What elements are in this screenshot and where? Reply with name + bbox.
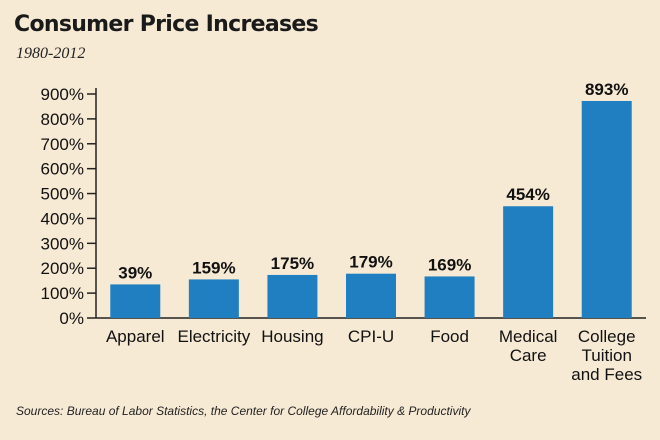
bar [110,284,161,318]
bar [503,206,554,318]
bar [267,274,318,318]
data-label: 39% [118,263,152,282]
y-tick-label: 900% [41,85,84,104]
chart-title: Consumer Price Increases [14,12,319,37]
y-tick-label: 600% [41,160,84,179]
data-label: 179% [349,253,392,272]
data-label: 893% [585,80,628,99]
x-tick-label: Electricity [177,327,250,346]
x-tick-label: CPI-U [348,327,394,346]
x-tick-label: Food [430,327,469,346]
data-label: 169% [428,255,471,274]
y-tick-label: 0% [59,309,84,328]
y-tick-label: 100% [41,284,84,303]
bar [424,276,475,318]
y-tick-label: 800% [41,110,84,129]
y-tick-label: 300% [41,234,84,253]
x-tick-label: Apparel [106,327,165,346]
bar [346,273,396,318]
bar [581,100,632,318]
y-tick-label: 200% [41,259,84,278]
x-tick-label: Housing [261,327,323,346]
x-tick-label: College Tuition and Fees [571,327,642,384]
y-tick-label: 400% [41,209,84,228]
bar [188,279,239,318]
x-tick-label: Medical Care [499,327,558,365]
y-tick-label: 700% [41,135,84,154]
source-note: Sources: Bureau of Labor Statistics, the… [16,404,471,418]
y-tick-label: 500% [41,185,84,204]
data-label: 454% [506,185,549,204]
chart-subtitle: 1980-2012 [16,45,86,62]
data-label: 159% [192,258,235,277]
data-label: 175% [271,254,314,273]
